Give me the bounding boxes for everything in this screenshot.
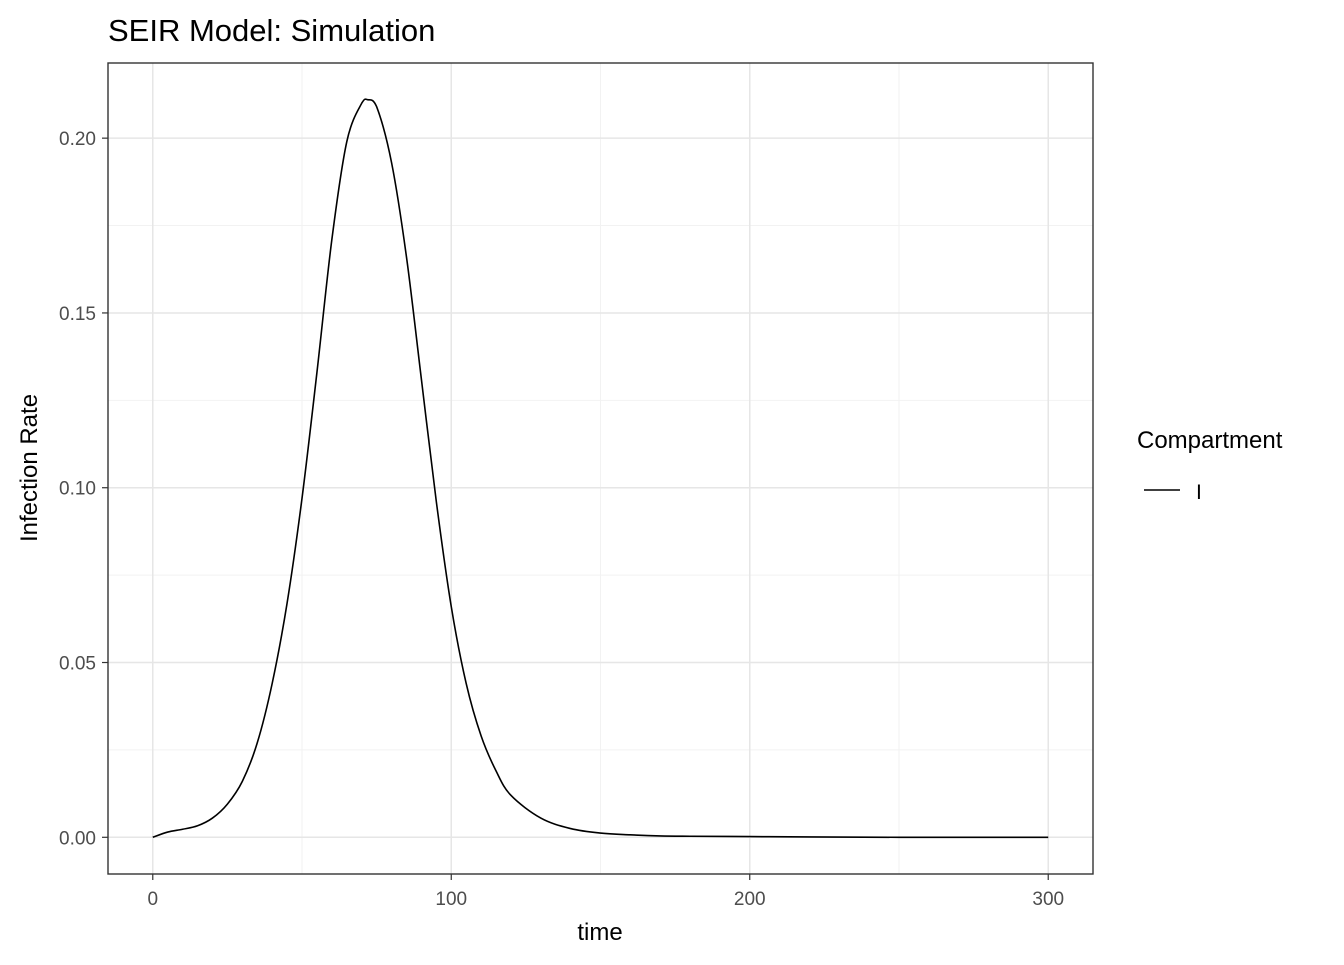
x-tick-label: 100 bbox=[435, 889, 467, 910]
plot-panel-border bbox=[107, 62, 1094, 875]
y-axis: 0.00 0.05 0.10 0.15 0.20 bbox=[59, 129, 108, 849]
y-axis-label: Infection Rate bbox=[16, 394, 43, 542]
y-tick-label: 0.15 bbox=[59, 304, 96, 325]
series-layer bbox=[152, 98, 1049, 839]
y-tick-label: 0.20 bbox=[59, 129, 96, 150]
y-tick-label: 0.05 bbox=[59, 654, 96, 675]
legend-entry-label: I bbox=[1196, 481, 1202, 504]
x-tick-label: 300 bbox=[1032, 889, 1064, 910]
grid-minor bbox=[108, 63, 1093, 874]
x-axis-label: time bbox=[577, 919, 622, 946]
chart-title: SEIR Model: Simulation bbox=[108, 13, 435, 48]
x-tick-label: 0 bbox=[147, 889, 158, 910]
x-axis: 0 100 200 300 bbox=[147, 874, 1064, 910]
series-line-I bbox=[152, 98, 1049, 839]
legend: Compartment I bbox=[1137, 427, 1283, 504]
x-tick-label: 200 bbox=[734, 889, 766, 910]
y-tick-label: 0.10 bbox=[59, 479, 96, 500]
grid-major bbox=[108, 63, 1093, 874]
legend-title: Compartment bbox=[1137, 427, 1283, 454]
y-tick-label: 0.00 bbox=[59, 828, 96, 849]
